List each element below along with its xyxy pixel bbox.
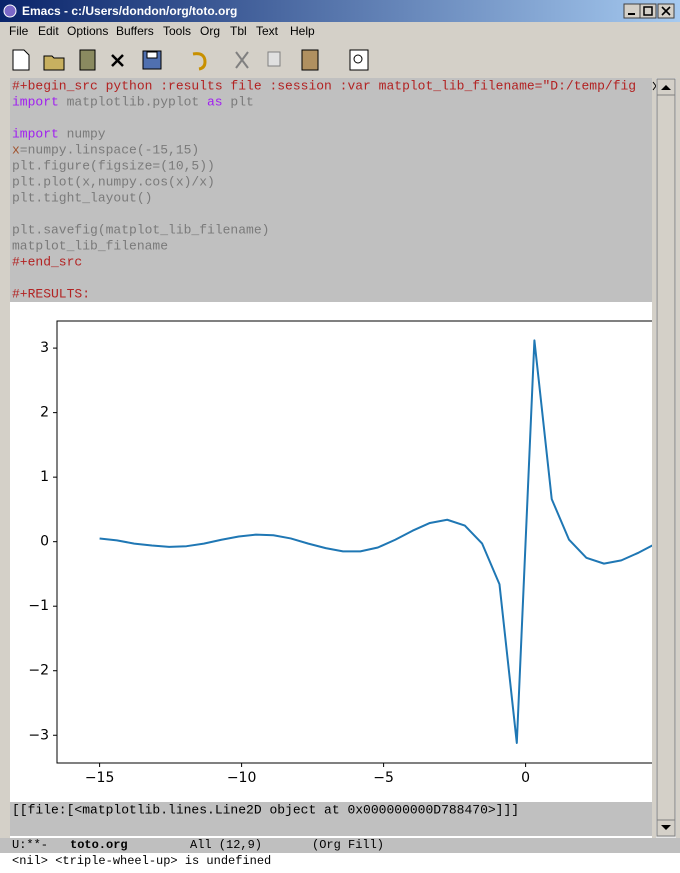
src-block-background (10, 78, 652, 302)
menu-item[interactable]: Help (290, 24, 315, 38)
maximize-button[interactable] (639, 3, 657, 19)
maximize-glyph (643, 6, 653, 16)
x-tick-label: 0 (521, 770, 530, 786)
mode-line-position: All (12,9) (190, 838, 262, 852)
data-line (99, 339, 652, 744)
toolbar (0, 43, 680, 77)
scroll-up-glyph (661, 85, 671, 90)
kill-buffer-icon[interactable] (111, 54, 124, 67)
inline-image (10, 302, 652, 802)
code-segment: numpy (59, 126, 106, 141)
y-tick-label: 0 (40, 534, 49, 550)
y-tick-label: 2 (40, 405, 49, 421)
code-segment: x (12, 142, 20, 157)
search-lens (353, 54, 363, 64)
result-link[interactable]: [[file:[<matplotlib.lines.Line2D object … (12, 802, 519, 817)
window-title: Emacs - c:/Users/dondon/org/toto.org (22, 4, 237, 18)
mode-line-state: U:**- (12, 838, 48, 852)
y-tick-label: −2 (28, 663, 49, 679)
y-tick-label: −3 (28, 727, 49, 743)
menu-item[interactable]: Buffers (116, 24, 154, 38)
y-tick-label: 1 (40, 469, 49, 485)
code-segment: =numpy.linspace(-15,15) (20, 142, 199, 157)
minimize-button[interactable] (623, 3, 641, 19)
new-file-icon[interactable] (12, 49, 30, 71)
code-segment: plt.savefig(matplot_lib_filename) (12, 222, 269, 237)
code-segment: import (12, 126, 59, 141)
menu-bar (0, 22, 680, 42)
echo-message: <nil> <triple-wheel-up> is undefined (12, 854, 271, 868)
mode-line-modes: (Org Fill) (312, 838, 384, 852)
x-tick-label: −10 (227, 770, 257, 786)
result-background (10, 802, 652, 836)
code-segment: plt.tight_layout() (12, 190, 152, 205)
copy-icon[interactable] (267, 51, 281, 67)
right-fringe (652, 78, 656, 838)
echo-area (0, 853, 680, 873)
open-icon[interactable] (43, 55, 65, 71)
code-segment: plt.plot(x,numpy.cos(x)/x) (12, 174, 215, 189)
mode-line (0, 838, 680, 853)
menu-item[interactable]: Edit (38, 24, 59, 38)
code-segment: #+begin_src python :results file :sessio… (12, 78, 636, 93)
mode-line-buffer: toto.org (70, 838, 128, 852)
paste-icon[interactable] (301, 49, 319, 71)
toolbar-icons (12, 49, 369, 71)
y-tick-label: 3 (40, 340, 49, 356)
undo-icon[interactable] (192, 52, 207, 71)
code-lines: #+begin_src python :results file :sessio… (12, 78, 636, 301)
x-tick-label: −15 (85, 770, 115, 786)
save-icon-label (146, 51, 158, 59)
menu-item[interactable]: Org (200, 24, 220, 38)
code-segment: import (12, 94, 59, 109)
menu-item[interactable]: Tools (163, 24, 191, 38)
left-fringe (0, 78, 10, 838)
code-segment: #+RESULTS: (12, 286, 90, 301)
plot-frame (56, 320, 652, 764)
search-icon[interactable] (349, 49, 369, 71)
code-segment: plt (223, 94, 254, 109)
app-icon (3, 4, 17, 18)
code-segment: matplot_lib_filename (12, 238, 168, 253)
code-segment: #+end_src (12, 254, 82, 269)
code-segment: plt.figure(figsize=(10,5)) (12, 158, 215, 173)
menu-item[interactable]: File (9, 24, 29, 38)
x-tick-label: −5 (373, 770, 394, 786)
menu-item[interactable]: Text (256, 24, 279, 38)
dired-icon[interactable] (79, 49, 96, 71)
scroll-down-glyph (661, 825, 671, 830)
close-glyph (661, 6, 671, 16)
window-buttons (623, 3, 675, 19)
menu-items: File Edit Options Buffers Tools Org Tbl Text Hel… (9, 24, 315, 38)
code-segment: as (207, 94, 223, 109)
scroll-thumb[interactable] (656, 94, 676, 821)
menu-item[interactable]: Tbl (230, 24, 247, 38)
cut-icon[interactable] (235, 51, 249, 69)
menu-item[interactable]: Options (67, 24, 108, 38)
code-segment: matplotlib.pyplot (59, 94, 207, 109)
y-tick-label: −1 (28, 598, 49, 614)
title-bar (0, 0, 680, 22)
